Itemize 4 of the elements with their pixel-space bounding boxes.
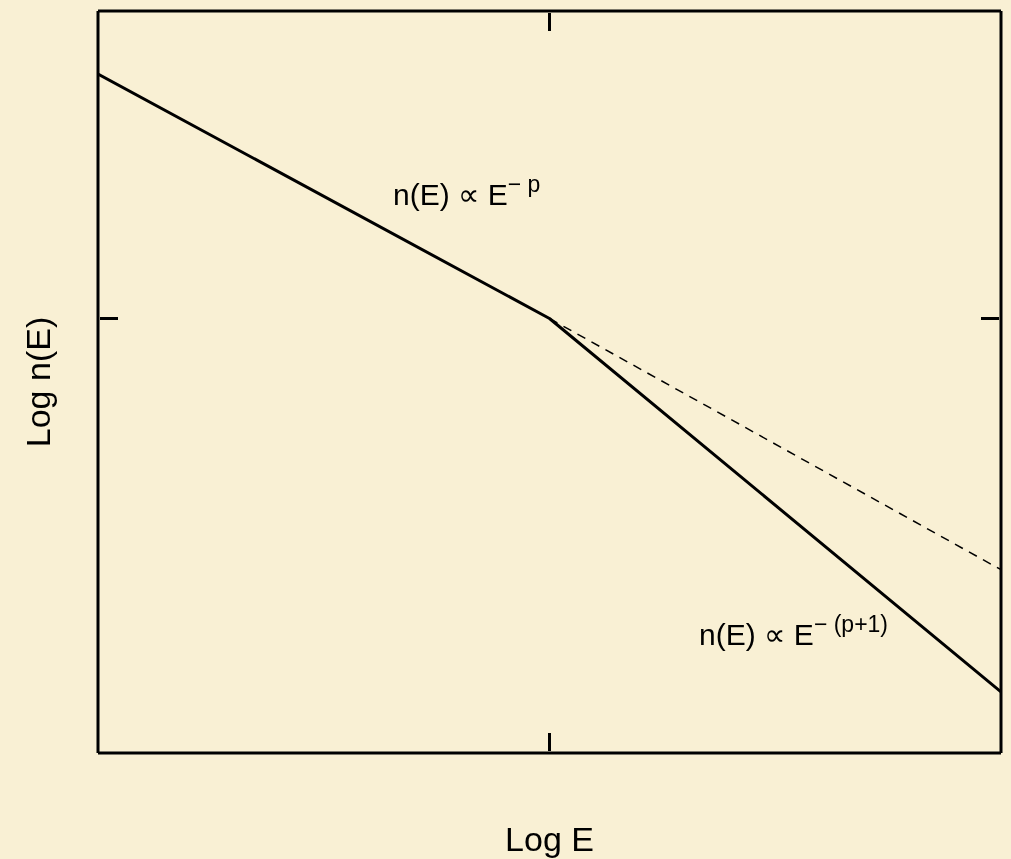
y-axis-title: Log n(E) <box>19 316 57 448</box>
annotation: n(E) ∝ E$^{− p}$ <box>393 171 541 212</box>
annotation: n(E) ∝ E$^{− (p+1)}$ <box>699 610 889 651</box>
x-axis-title: Log E <box>505 820 594 858</box>
